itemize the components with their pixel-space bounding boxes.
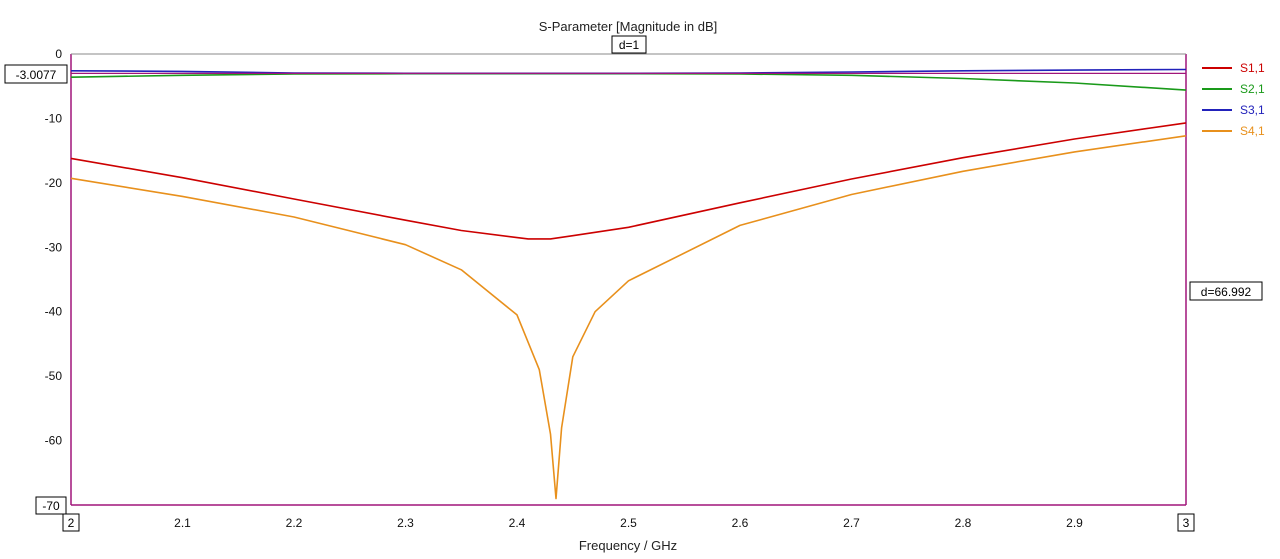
marker-top-label: d=1 — [619, 38, 640, 52]
series-line-S1-1 — [70, 122, 1187, 240]
marker-top-label-box — [611, 35, 647, 54]
x-axis-label: Frequency / GHz — [579, 538, 677, 553]
marker-left-label-box — [4, 64, 68, 84]
y-tick-label: -60 — [45, 434, 63, 448]
y-tick-label: 0 — [55, 47, 62, 61]
legend-label: S3,1 — [1240, 103, 1265, 117]
y-tick-label: -10 — [45, 111, 63, 125]
marker-x-end-label-box — [1177, 513, 1195, 532]
x-tick-label: 2.5 — [620, 516, 637, 530]
marker-x-start-label: 2 — [68, 516, 75, 530]
y-tick-label: -20 — [45, 176, 63, 190]
y-tick-label: -40 — [45, 305, 63, 319]
legend-label: S2,1 — [1240, 82, 1265, 96]
x-tick-label: 2.7 — [843, 516, 860, 530]
x-tick-label: 2.1 — [174, 516, 191, 530]
legend-label: S4,1 — [1240, 124, 1265, 138]
x-tick-label: 2.4 — [509, 516, 526, 530]
series-line-S4-1 — [70, 135, 1187, 500]
plot-area — [71, 54, 1186, 505]
x-tick-label: 2.2 — [286, 516, 303, 530]
marker-x-start-label-box — [62, 513, 80, 532]
chart-title: S-Parameter [Magnitude in dB] — [539, 19, 717, 34]
marker-bottom-left-label-box — [35, 496, 67, 515]
legend-label: S1,1 — [1240, 61, 1265, 75]
tick-labels: 2.1 2.2 2.3 2.4 2.5 2.6 2.7 2.8 2.9 0 -10 -20 -30 -40… — [45, 47, 1084, 530]
x-tick-label: 2.3 — [397, 516, 414, 530]
legend[interactable]: S1,1 S2,1 S3,1 S4,1 — [1202, 61, 1265, 138]
y-tick-label: -50 — [45, 369, 63, 383]
plot-frame — [70, 53, 1187, 506]
marker-left-label: -3.0077 — [16, 68, 57, 82]
x-tick-label: 2.8 — [955, 516, 972, 530]
x-tick-label: 2.9 — [1066, 516, 1083, 530]
markers: d=1 -3.0077 d=66.992 -70 2 3 — [4, 35, 1263, 532]
x-tick-label: 2.6 — [732, 516, 749, 530]
marker-x-end-label: 3 — [1183, 516, 1190, 530]
y-tick-label: -30 — [45, 240, 63, 254]
marker-bottom-left-label: -70 — [42, 499, 60, 513]
marker-right-label-box — [1189, 281, 1263, 301]
marker-right-label: d=66.992 — [1201, 285, 1252, 299]
